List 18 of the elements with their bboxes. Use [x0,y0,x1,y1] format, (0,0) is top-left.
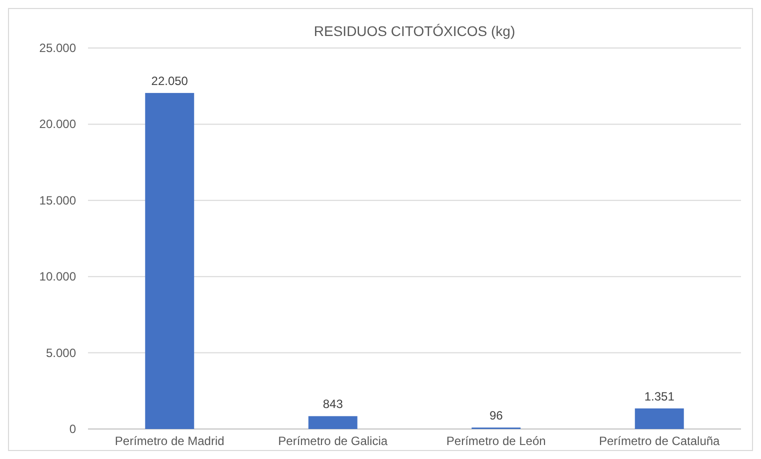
bar [634,408,684,429]
y-tick-label: 20.000 [39,117,76,132]
y-tick-label: 15.000 [39,193,76,208]
y-tick-label: 10.000 [39,270,76,284]
chart-title: RESIDUOS CITOTÓXICOS (kg) [314,23,516,39]
bar [145,92,194,429]
data-label: 22.050 [151,74,188,88]
data-label: 1.351 [644,389,675,404]
x-tick-label: Perímetro de Cataluña [599,434,720,448]
y-tick-label: 0 [69,422,76,436]
x-tick-label: Perímetro de Galicia [278,434,388,448]
y-tick-label: 5.000 [46,346,76,360]
x-tick-label: Perímetro de León [446,434,546,448]
data-label: 843 [322,397,344,412]
x-tick-label: Perímetro de Madrid [114,434,224,448]
y-tick-label: 25.000 [39,41,76,55]
bar [308,416,358,429]
data-label: 96 [489,408,504,423]
